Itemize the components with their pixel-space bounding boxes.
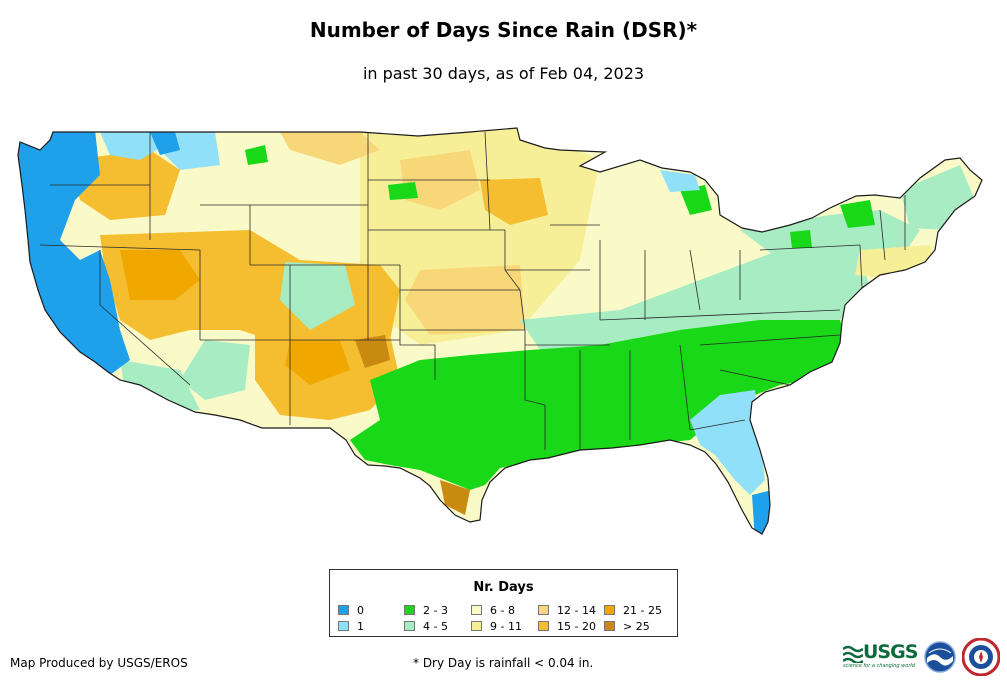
usgs-wave-icon	[843, 643, 863, 663]
noaa-logo-icon	[924, 641, 956, 673]
legend-item-1: 1	[338, 621, 364, 633]
map-subtitle: in past 30 days, as of Feb 04, 2023	[362, 64, 645, 83]
map-title: Number of Days Since Rain (DSR)*	[309, 18, 698, 42]
legend-swatch	[404, 605, 415, 615]
legend-item-9: > 25	[604, 621, 650, 633]
usgs-logo-icon: USGS science for a changing world	[843, 641, 919, 669]
legend-title: Nr. Days	[473, 580, 534, 595]
legend-swatch	[471, 605, 482, 615]
legend-item-8: 21 - 25	[604, 605, 662, 617]
legend-swatch	[338, 605, 349, 615]
legend-swatch	[604, 605, 615, 615]
legend-swatch	[604, 621, 615, 631]
usgs-tagline: science for a changing world	[843, 663, 915, 669]
legend-item-2: 2 - 3	[404, 605, 448, 617]
legend-swatch	[538, 621, 549, 631]
legend-item-6: 12 - 14	[538, 605, 596, 617]
dry-day-footnote: * Dry Day is rainfall < 0.04 in.	[413, 656, 594, 670]
legend-item-7: 15 - 20	[538, 621, 596, 633]
map-credit: Map Produced by USGS/EROS	[10, 656, 188, 670]
usgs-wordmark: USGS	[863, 641, 918, 663]
legend-swatch	[471, 621, 482, 631]
legend-item-4: 6 - 8	[471, 605, 515, 617]
legend-swatch	[338, 621, 349, 631]
legend-item-5: 9 - 11	[471, 621, 522, 633]
legend-swatch	[538, 605, 549, 615]
legend-item-3: 4 - 5	[404, 621, 448, 633]
nws-logo-icon	[962, 638, 1000, 676]
legend-item-0: 0	[338, 605, 364, 617]
legend: Nr. Days 0 1 2 - 3 4 - 5 6 - 8 9 - 11 12…	[329, 569, 678, 637]
legend-swatch	[404, 621, 415, 631]
